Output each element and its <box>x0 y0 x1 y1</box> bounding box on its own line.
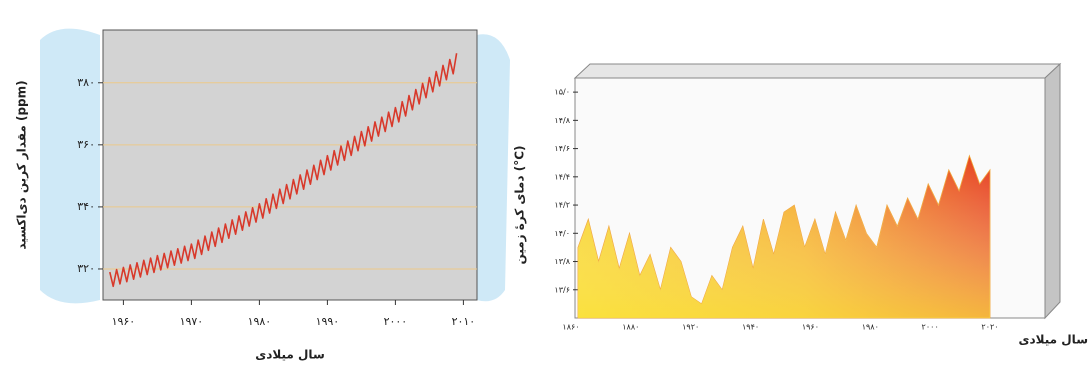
y-tick-label: ۱۵/۰ <box>554 88 570 97</box>
x-axis-title: سال میلادی <box>255 348 325 362</box>
x-tick-label: ۲۰۰۰ <box>922 323 939 332</box>
sky-blob <box>477 34 510 302</box>
x-tick-label: ۱۹۴۰ <box>742 323 759 332</box>
x-axis-title: سال میلادی <box>1019 333 1089 347</box>
y-tick-label: ۳۶۰ <box>77 138 95 151</box>
temperature-glow <box>578 155 990 318</box>
x-tick-label: ۲۰۰۰ <box>384 315 408 328</box>
y-tick-label: ۳۲۰ <box>77 262 95 275</box>
x-tick-label: ۱۹۷۰ <box>180 315 204 328</box>
y-tick-label: ۳۴۰ <box>77 200 95 213</box>
chart-layer: ۳۲۰ ۳۴۰ ۳۶۰ ۳۸۰ ۱۹۶۰ ۱۹۷۰ ۱۹۸۰ ۱۹۹۰ ۲۰۰۰ ۲۰۱۰ سال … <box>15 53 1089 362</box>
y-tick-label: ۱۴/۴ <box>554 172 570 181</box>
y-tick-label: ۱۳/۸ <box>554 257 570 266</box>
x-tick-label: ۱۸۸۰ <box>622 323 639 332</box>
x-tick-label: ۱۹۶۰ <box>802 323 819 332</box>
x-tick-label: ۱۸۶۰ <box>562 323 579 332</box>
x-tick-label: ۱۹۲۰ <box>682 323 699 332</box>
y-tick-label: ۱۴/۸ <box>554 116 570 125</box>
x-tick-label: ۲۰۱۰ <box>452 315 476 328</box>
x-tick-label: ۱۹۸۰ <box>862 323 879 332</box>
x-tick-label: ۱۹۹۰ <box>316 315 340 328</box>
y-axis-title: دمای کرهٔ زمین (°C) <box>513 146 527 265</box>
y-tick-label: ۱۳/۶ <box>554 285 570 294</box>
box-side <box>1044 62 1061 320</box>
box-top <box>573 63 1062 79</box>
y-tick-label: ۱۴/۶ <box>554 144 570 153</box>
sky-blob <box>40 28 100 304</box>
y-axis-title: مقدار کربن دی‌اکسید (ppm) <box>15 80 29 249</box>
x-tick-label: ۲۰۲۰ <box>981 323 998 332</box>
x-tick-label: ۱۹۸۰ <box>248 315 272 328</box>
co2-line <box>109 53 458 288</box>
y-tick-label: ۱۴/۲ <box>554 201 570 210</box>
x-tick-label: ۱۹۶۰ <box>112 315 136 328</box>
y-tick-label: ۳۸۰ <box>77 76 95 89</box>
y-tick-label: ۱۴/۰ <box>554 229 570 238</box>
